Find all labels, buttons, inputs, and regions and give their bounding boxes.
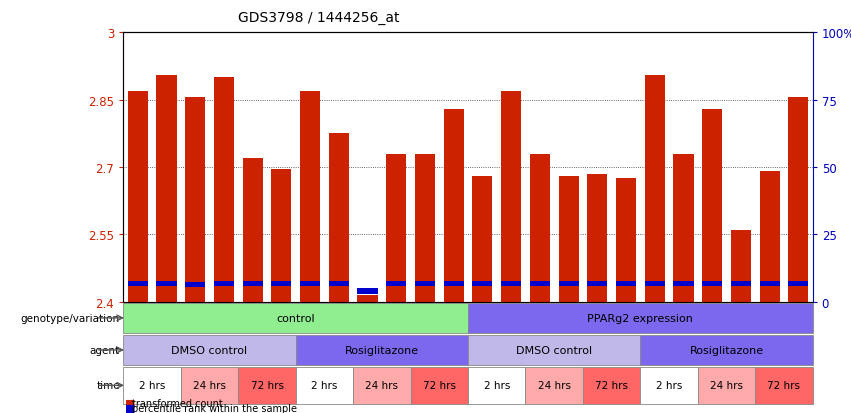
Bar <box>415 154 435 302</box>
Text: percentile rank within the sample: percentile rank within the sample <box>132 403 297 413</box>
Bar <box>357 295 378 302</box>
Bar <box>328 134 349 302</box>
Bar <box>530 154 550 302</box>
Bar <box>357 289 378 294</box>
Text: time: time <box>96 380 120 390</box>
Bar <box>243 159 263 302</box>
Bar <box>243 281 263 287</box>
Bar <box>415 281 435 287</box>
Bar <box>296 335 468 366</box>
Text: control: control <box>277 313 315 323</box>
Bar <box>640 335 813 366</box>
Bar <box>525 367 583 404</box>
Bar <box>271 281 291 287</box>
Bar <box>386 154 406 302</box>
Bar <box>673 281 694 287</box>
Bar <box>443 281 464 287</box>
Bar <box>157 76 176 302</box>
Bar <box>123 367 180 404</box>
Text: genotype/variation: genotype/variation <box>20 313 120 323</box>
Text: 2 hrs: 2 hrs <box>311 380 338 390</box>
Bar <box>583 367 640 404</box>
Text: 2 hrs: 2 hrs <box>656 380 683 390</box>
Bar <box>238 367 296 404</box>
Bar <box>328 281 349 287</box>
Text: 72 hrs: 72 hrs <box>423 380 456 390</box>
Bar <box>186 98 205 302</box>
Bar <box>645 281 665 287</box>
Bar <box>702 109 722 302</box>
Text: 72 hrs: 72 hrs <box>250 380 283 390</box>
Bar <box>186 282 205 288</box>
Bar <box>640 367 698 404</box>
Text: ■: ■ <box>125 398 135 408</box>
Text: agent: agent <box>90 345 120 355</box>
Bar <box>558 281 579 287</box>
Bar <box>731 281 751 287</box>
Bar <box>296 367 353 404</box>
Text: transformed count: transformed count <box>132 398 223 408</box>
Text: 24 hrs: 24 hrs <box>193 380 226 390</box>
Bar <box>755 367 813 404</box>
Text: 24 hrs: 24 hrs <box>365 380 398 390</box>
Bar <box>300 281 320 287</box>
Bar <box>300 91 320 302</box>
Bar <box>558 177 579 302</box>
Bar <box>788 98 808 302</box>
Bar <box>472 281 493 287</box>
Bar <box>214 78 234 302</box>
Bar <box>468 335 640 366</box>
Bar <box>123 303 468 333</box>
Bar <box>180 367 238 404</box>
Text: DMSO control: DMSO control <box>517 345 592 355</box>
Bar <box>128 91 148 302</box>
Bar <box>587 281 608 287</box>
Text: 24 hrs: 24 hrs <box>538 380 571 390</box>
Text: GDS3798 / 1444256_at: GDS3798 / 1444256_at <box>238 11 400 25</box>
Bar <box>214 281 234 287</box>
Bar <box>616 179 636 302</box>
Text: Rosiglitazone: Rosiglitazone <box>345 345 419 355</box>
Bar <box>530 281 550 287</box>
Bar <box>443 109 464 302</box>
Bar <box>587 174 608 302</box>
Bar <box>702 281 722 287</box>
Bar <box>760 281 780 287</box>
Bar <box>731 230 751 302</box>
Bar <box>271 170 291 302</box>
Bar <box>410 367 468 404</box>
Bar <box>501 281 521 287</box>
Text: ■: ■ <box>125 403 135 413</box>
Bar <box>760 172 780 302</box>
Bar <box>645 76 665 302</box>
Bar <box>128 281 148 287</box>
Bar <box>123 335 296 366</box>
Bar <box>353 367 410 404</box>
Bar <box>468 367 525 404</box>
Bar <box>468 303 813 333</box>
Bar <box>673 154 694 302</box>
Bar <box>616 281 636 287</box>
Text: PPARg2 expression: PPARg2 expression <box>587 313 694 323</box>
Text: 2 hrs: 2 hrs <box>483 380 510 390</box>
Text: DMSO control: DMSO control <box>172 345 248 355</box>
Text: 72 hrs: 72 hrs <box>595 380 628 390</box>
Bar <box>788 281 808 287</box>
Bar <box>472 177 493 302</box>
Bar <box>157 281 176 287</box>
Text: 72 hrs: 72 hrs <box>768 380 801 390</box>
Bar <box>386 281 406 287</box>
Bar <box>501 91 521 302</box>
Bar <box>698 367 755 404</box>
Text: Rosiglitazone: Rosiglitazone <box>689 345 763 355</box>
Text: 24 hrs: 24 hrs <box>710 380 743 390</box>
Text: 2 hrs: 2 hrs <box>139 380 165 390</box>
